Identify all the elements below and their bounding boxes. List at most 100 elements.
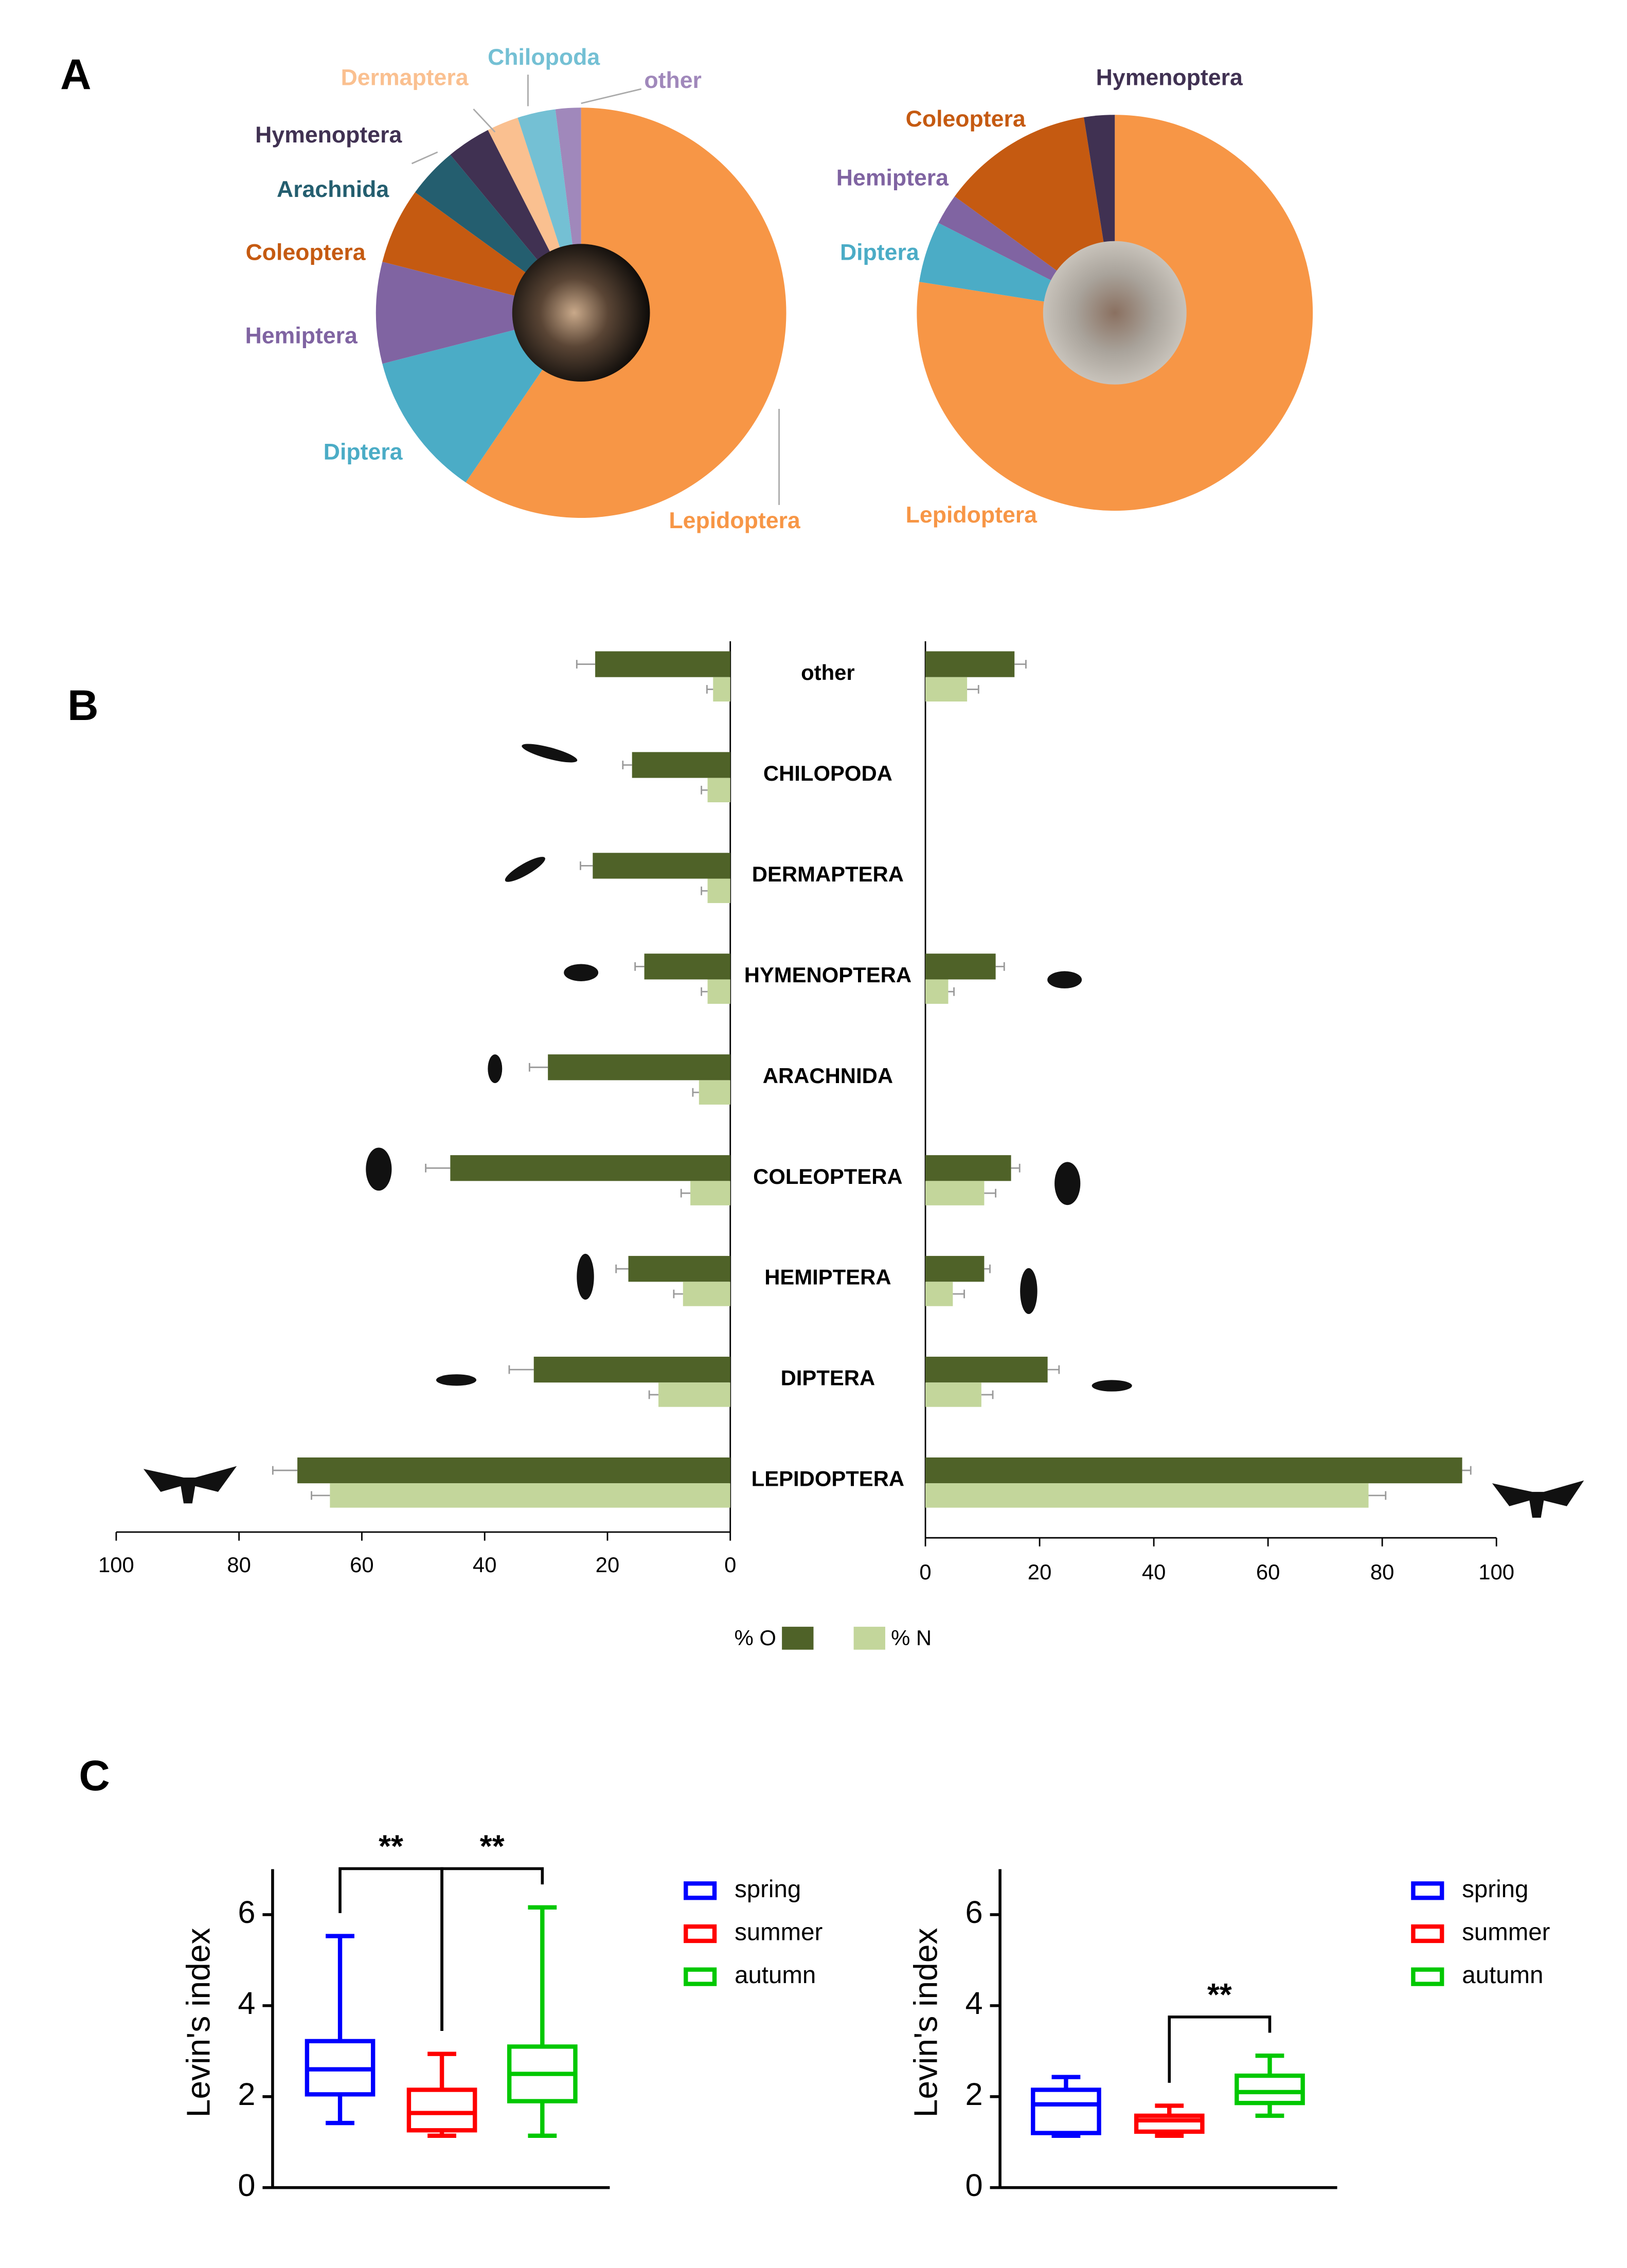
category-label: HEMIPTERA	[764, 1265, 891, 1289]
significance-bracket	[338, 1867, 443, 2031]
bar	[925, 1382, 981, 1407]
bar	[699, 1080, 730, 1105]
bar	[628, 1256, 730, 1282]
category-label: DIPTERA	[781, 1366, 875, 1390]
slice-label: Hemiptera	[245, 323, 358, 348]
y-tick-label: 0	[238, 2168, 255, 2203]
bar	[925, 1282, 953, 1306]
leader-line	[473, 109, 496, 133]
bug-icon	[1020, 1268, 1038, 1315]
legend-swatch	[1411, 1967, 1444, 1986]
significance-label: **	[1207, 1977, 1232, 2012]
legend-swatch	[782, 1627, 814, 1650]
y-tick-label: 0	[965, 2168, 982, 2203]
bar	[925, 1256, 985, 1282]
category-label: other	[801, 660, 855, 685]
category-label: DERMAPTERA	[752, 862, 904, 886]
significance-label: **	[379, 1829, 403, 1864]
insect-icons	[143, 744, 1584, 1518]
bar	[925, 677, 968, 702]
bar	[595, 651, 730, 677]
photo	[1043, 241, 1187, 385]
slice-label: Lepidoptera	[669, 508, 800, 533]
legend-swatch	[684, 1967, 717, 1986]
pie-slice	[376, 261, 581, 364]
legend-swatch	[1411, 1924, 1444, 1943]
panel-label: A	[60, 50, 91, 98]
y-axis-label: Levin's index	[907, 1928, 944, 2118]
legend-label: summer	[1462, 1919, 1550, 1946]
bar	[533, 1357, 730, 1383]
slice-label: Chilopoda	[488, 45, 600, 70]
bar	[925, 1457, 1462, 1484]
x-tick-label: 60	[1256, 1560, 1280, 1584]
bar	[925, 651, 1015, 677]
legend-label: % O	[735, 1626, 776, 1650]
fly-icon	[1092, 1380, 1132, 1392]
slice-label: Hymenoptera	[1096, 65, 1243, 90]
x-tick-label: 40	[473, 1553, 497, 1577]
x-tick-label: 100	[1478, 1560, 1514, 1584]
y-tick-label: 4	[238, 1986, 255, 2021]
slice-label: Diptera	[324, 439, 403, 464]
category-label: COLEOPTERA	[753, 1164, 902, 1189]
moth-icon	[143, 1466, 237, 1504]
bar	[690, 1181, 730, 1205]
slice-label: Hemiptera	[836, 166, 949, 191]
x-tick-label: 60	[350, 1553, 374, 1577]
bar	[713, 677, 730, 702]
slice-label: Dermaptera	[341, 65, 469, 90]
box	[1134, 2113, 1205, 2134]
wasp-icon	[564, 964, 599, 981]
bar	[644, 953, 730, 980]
bar	[683, 1282, 730, 1306]
category-label: LEPIDOPTERA	[752, 1467, 904, 1491]
bug-icon	[577, 1253, 594, 1300]
slice-label: Diptera	[840, 240, 920, 265]
legend-swatch	[853, 1627, 885, 1650]
slice-label: other	[644, 68, 702, 93]
earwig-icon	[505, 857, 545, 882]
category-label: HYMENOPTERA	[744, 963, 911, 987]
category-label: CHILOPODA	[763, 761, 892, 785]
bar	[925, 1181, 985, 1205]
box	[406, 2087, 477, 2133]
bar	[548, 1054, 730, 1081]
spider-icon	[488, 1054, 503, 1083]
x-tick-label: 0	[919, 1560, 931, 1584]
bar	[658, 1382, 730, 1407]
beetle-icon	[1054, 1162, 1081, 1205]
y-tick-label: 2	[238, 2077, 255, 2112]
bar	[925, 979, 949, 1004]
legend-label: % N	[891, 1626, 932, 1650]
x-tick-label: 40	[1142, 1560, 1166, 1584]
bar	[925, 953, 996, 980]
x-tick-label: 80	[227, 1553, 251, 1577]
y-tick-label: 4	[965, 1986, 982, 2021]
centipede-icon	[522, 744, 578, 763]
photo	[512, 244, 650, 382]
bar	[593, 853, 730, 879]
y-tick-label: 6	[965, 1895, 982, 1930]
box	[1031, 2087, 1101, 2135]
legend-swatch	[684, 1881, 717, 1900]
significance-bracket	[440, 1867, 544, 2031]
leader-line	[411, 151, 438, 165]
slice-label: Coleoptera	[906, 106, 1026, 132]
bar	[925, 1357, 1048, 1383]
x-tick-label: 80	[1370, 1560, 1394, 1584]
bar	[297, 1457, 730, 1484]
bar	[707, 778, 730, 802]
x-tick-label: 20	[1028, 1560, 1052, 1584]
moth-icon	[1492, 1480, 1584, 1518]
beetle-icon	[366, 1147, 392, 1191]
legend-swatch	[1411, 1881, 1444, 1900]
bar	[707, 878, 730, 903]
bar	[632, 752, 730, 778]
legend-label: spring	[735, 1876, 801, 1903]
slice-label: Arachnida	[277, 177, 389, 202]
slice-label: Hymenoptera	[255, 122, 402, 148]
bar	[330, 1483, 730, 1508]
legend-label: summer	[735, 1919, 823, 1946]
